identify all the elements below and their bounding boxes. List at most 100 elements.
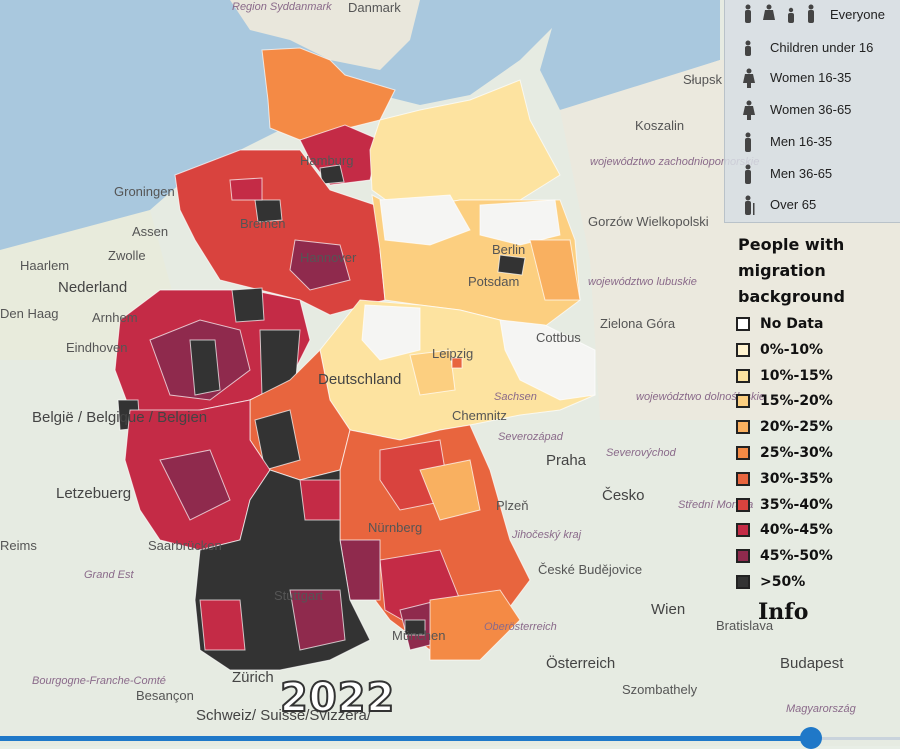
place-label: województwo zachodniopomorskie <box>590 156 759 168</box>
place-label: Potsdam <box>468 274 519 289</box>
place-label: Oberösterreich <box>484 621 557 633</box>
woman-icon <box>743 68 755 88</box>
population-filter-panel: Everyone Children under 16 Women 16-35 W… <box>724 0 900 223</box>
place-label: België / Belgique / Belgien <box>32 409 207 426</box>
filter-everyone[interactable]: Everyone <box>725 0 900 28</box>
map-legend: People with migration background <box>734 232 874 310</box>
legend-item: 30%-35% <box>736 469 833 489</box>
woman-icon <box>743 100 755 120</box>
filter-over-65[interactable]: Over 65 <box>725 190 900 218</box>
year-slider-handle[interactable] <box>800 727 822 749</box>
legend-label: >50% <box>760 574 806 590</box>
place-label: Leipzig <box>432 346 473 361</box>
place-label: Hannover <box>300 250 357 265</box>
filter-children[interactable]: Children under 16 <box>725 33 900 61</box>
legend-swatch <box>736 575 750 589</box>
place-label: Eindhoven <box>66 340 127 355</box>
place-label: Bremen <box>240 216 286 231</box>
legend-label: 30%-35% <box>760 470 833 487</box>
legend-swatch <box>736 446 750 460</box>
info-control[interactable]: Info <box>758 599 809 625</box>
group-people-icon <box>743 4 823 24</box>
year-slider-rest[interactable] <box>812 737 900 740</box>
legend-label: 25%-30% <box>760 445 833 461</box>
place-label: Danmark <box>348 0 401 15</box>
legend-label: 20%-25% <box>760 419 833 436</box>
place-label: Budapest <box>780 655 844 672</box>
place-label: Koszalin <box>635 118 684 133</box>
legend-label: 15%-20% <box>760 393 833 410</box>
place-label: Schweiz/ Suisse/Svizzera/ <box>196 707 372 724</box>
place-label: Chemnitz <box>452 408 507 423</box>
place-label: Cottbus <box>536 330 581 345</box>
child-icon <box>743 39 753 57</box>
legend-item: 40%-45% <box>736 520 833 540</box>
filter-men-36-65[interactable]: Men 36-65 <box>725 159 900 187</box>
place-label: województwo lubuskie <box>588 276 697 288</box>
legend-swatch <box>736 368 750 383</box>
place-label: Jihočeský kraj <box>511 529 582 541</box>
filter-women-16-35[interactable]: Women 16-35 <box>725 63 900 91</box>
legend-item: 15%-20% <box>736 391 833 411</box>
place-label: Groningen <box>114 184 175 199</box>
place-label: Zürich <box>232 669 274 686</box>
filter-women-36-65[interactable]: Women 36-65 <box>725 95 900 123</box>
elder-icon <box>743 195 757 215</box>
place-label: Bratislava <box>716 618 774 633</box>
place-label: Severozápad <box>498 431 564 443</box>
legend-label: 10%-15% <box>760 367 833 384</box>
legend-label: 0%-10% <box>760 341 824 358</box>
place-label: Den Haag <box>0 306 59 321</box>
legend-item: 25%-30% <box>736 443 833 463</box>
place-label: Zielona Góra <box>600 316 676 331</box>
place-label: České Budějovice <box>538 562 642 577</box>
legend-item: 0%-10% <box>736 340 823 360</box>
place-label: Střední Morava <box>678 499 753 511</box>
legend-title-line: background <box>738 287 845 306</box>
legend-item: 20%-25% <box>736 417 833 437</box>
place-label: Wien <box>651 601 685 618</box>
place-label: Grand Est <box>84 569 134 581</box>
legend-label: No Data <box>760 316 824 332</box>
legend-swatch <box>736 497 750 512</box>
place-label: Stuttgart <box>274 588 324 603</box>
place-label: Arnhem <box>92 310 138 325</box>
place-label: München <box>392 628 445 643</box>
place-label: Gorzów Wielkopolski <box>588 214 709 229</box>
legend-swatch <box>736 523 750 538</box>
man-icon <box>743 132 753 152</box>
filter-men-16-35[interactable]: Men 16-35 <box>725 127 900 155</box>
place-label: Sachsen <box>494 391 537 403</box>
legend-swatch <box>736 420 750 435</box>
place-label: Region Syddanmark <box>232 1 332 13</box>
place-label: Berlin <box>492 242 525 257</box>
place-label: Praha <box>546 452 587 469</box>
legend-title-line: People with <box>738 235 845 254</box>
germany-regions <box>114 47 596 671</box>
legend-item: >50% <box>736 572 805 592</box>
place-label: Magyarország <box>786 703 857 715</box>
filter-label: Women 16-35 <box>770 69 852 85</box>
year-slider-track[interactable] <box>0 736 812 741</box>
place-label: Letzebuerg <box>56 485 131 502</box>
legend-swatch <box>736 317 750 331</box>
place-label: Reims <box>0 538 37 553</box>
place-label: Haarlem <box>20 258 69 273</box>
legend-label: 40%-45% <box>760 522 833 539</box>
place-label: Nederland <box>58 279 127 296</box>
year-label: 2022 <box>279 674 396 722</box>
filter-label: Over 65 <box>770 196 817 212</box>
legend-swatch <box>736 342 750 357</box>
filter-label: Men 16-35 <box>770 133 833 149</box>
legend-swatch <box>736 471 750 486</box>
place-label: województwo dolnośląskie <box>636 391 765 403</box>
legend-title: People with migration background <box>738 232 874 310</box>
place-labels: Region Syddanmark Danmark Groningen Asse… <box>0 0 857 724</box>
place-label: Nürnberg <box>368 520 422 535</box>
place-label: Plzeň <box>496 498 529 513</box>
place-label: Deutschland <box>318 371 401 388</box>
legend-item: 35%-40% <box>736 495 833 515</box>
place-label: Česko <box>602 487 645 504</box>
legend-item: No Data <box>736 314 823 334</box>
place-label: Słupsk <box>683 72 723 87</box>
